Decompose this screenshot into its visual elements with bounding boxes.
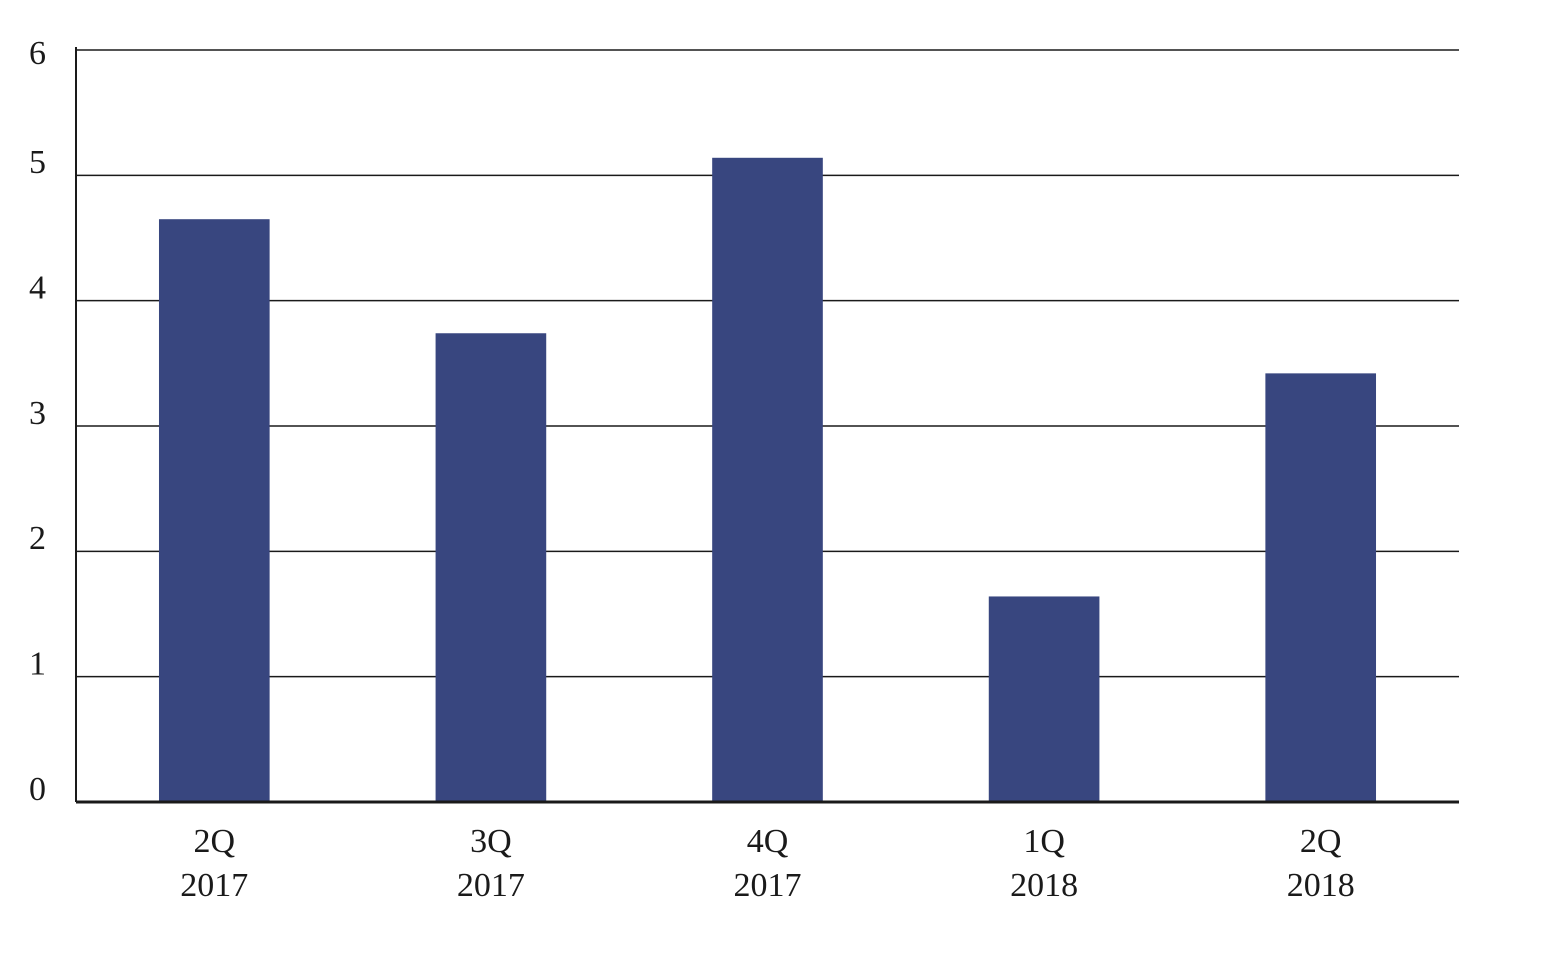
x-tick-label: 2Q 2018 bbox=[1287, 823, 1355, 904]
bar bbox=[988, 596, 1100, 802]
bar bbox=[712, 157, 823, 802]
y-tick-label: 3 bbox=[29, 395, 46, 432]
x-tick-label: 2Q 2017 bbox=[180, 823, 248, 904]
x-tick-label-line: 4Q bbox=[747, 823, 789, 860]
x-tick-label: 1Q 2018 bbox=[1010, 823, 1078, 904]
x-tick-label: 4Q 2017 bbox=[734, 823, 802, 904]
x-tick-label-line: 2Q bbox=[1300, 823, 1342, 860]
y-tick-label: 1 bbox=[29, 645, 46, 682]
x-tick-label-line: 3Q bbox=[470, 823, 512, 860]
y-tick-label: 2 bbox=[29, 520, 46, 557]
y-tick-label: 0 bbox=[29, 771, 46, 808]
x-tick-label: 3Q 2017 bbox=[457, 823, 525, 904]
x-tick-label-line: 2Q bbox=[194, 823, 236, 860]
bar bbox=[435, 333, 547, 802]
x-tick-label-line: 1Q bbox=[1023, 823, 1065, 860]
y-tick-label: 6 bbox=[29, 35, 46, 72]
x-tick-label-line: 2018 bbox=[1010, 867, 1078, 904]
bar bbox=[1265, 373, 1377, 802]
x-tick-label-line: 2017 bbox=[457, 867, 525, 904]
x-tick-label-line: 2017 bbox=[734, 867, 802, 904]
y-tick-label: 4 bbox=[29, 269, 46, 306]
x-tick-label-line: 2017 bbox=[180, 867, 248, 904]
bar bbox=[158, 219, 270, 802]
x-tick-label-line: 2018 bbox=[1287, 867, 1355, 904]
y-tick-label: 5 bbox=[29, 144, 46, 181]
